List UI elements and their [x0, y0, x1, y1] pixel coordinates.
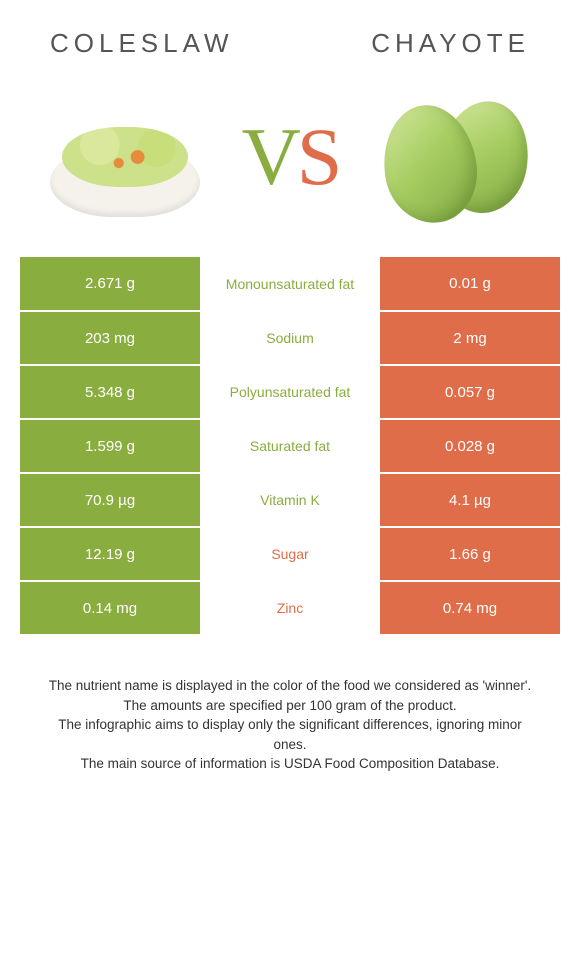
chayote-image	[370, 87, 540, 227]
nutrient-name: Sugar	[200, 527, 380, 581]
value-left: 203 mg	[20, 311, 200, 365]
value-left: 1.599 g	[20, 419, 200, 473]
value-right: 0.01 g	[380, 257, 560, 311]
infographic: COLESLAW CHAYOTE V S 2.671 gMonounsatura…	[0, 0, 580, 774]
table-row: 5.348 gPolyunsaturated fat0.057 g	[20, 365, 560, 419]
footer-line: The amounts are specified per 100 gram o…	[40, 696, 540, 716]
vs-s: S	[297, 110, 339, 204]
footer-line: The main source of information is USDA F…	[40, 754, 540, 774]
nutrient-name: Sodium	[200, 311, 380, 365]
vs-v: V	[242, 110, 297, 204]
value-right: 1.66 g	[380, 527, 560, 581]
value-left: 5.348 g	[20, 365, 200, 419]
value-right: 0.028 g	[380, 419, 560, 473]
coleslaw-image	[40, 87, 210, 227]
title-row: COLESLAW CHAYOTE	[0, 0, 580, 77]
table-row: 12.19 gSugar1.66 g	[20, 527, 560, 581]
nutrient-name: Vitamin K	[200, 473, 380, 527]
value-left: 12.19 g	[20, 527, 200, 581]
hero-row: V S	[0, 77, 580, 257]
nutrient-name: Zinc	[200, 581, 380, 635]
value-right: 2 mg	[380, 311, 560, 365]
table-row: 2.671 gMonounsaturated fat0.01 g	[20, 257, 560, 311]
title-right: CHAYOTE	[371, 28, 530, 59]
value-left: 70.9 µg	[20, 473, 200, 527]
footer-line: The infographic aims to display only the…	[40, 715, 540, 754]
value-right: 0.74 mg	[380, 581, 560, 635]
value-left: 0.14 mg	[20, 581, 200, 635]
title-left: COLESLAW	[50, 28, 234, 59]
table-row: 0.14 mgZinc0.74 mg	[20, 581, 560, 635]
table-row: 203 mgSodium2 mg	[20, 311, 560, 365]
table-row: 70.9 µgVitamin K4.1 µg	[20, 473, 560, 527]
nutrient-table: 2.671 gMonounsaturated fat0.01 g203 mgSo…	[20, 257, 560, 636]
table-row: 1.599 gSaturated fat0.028 g	[20, 419, 560, 473]
nutrient-name: Saturated fat	[200, 419, 380, 473]
vs-label: V S	[242, 110, 339, 204]
nutrient-name: Monounsaturated fat	[200, 257, 380, 311]
footer-notes: The nutrient name is displayed in the co…	[40, 676, 540, 774]
value-right: 4.1 µg	[380, 473, 560, 527]
value-right: 0.057 g	[380, 365, 560, 419]
footer-line: The nutrient name is displayed in the co…	[40, 676, 540, 696]
nutrient-name: Polyunsaturated fat	[200, 365, 380, 419]
value-left: 2.671 g	[20, 257, 200, 311]
